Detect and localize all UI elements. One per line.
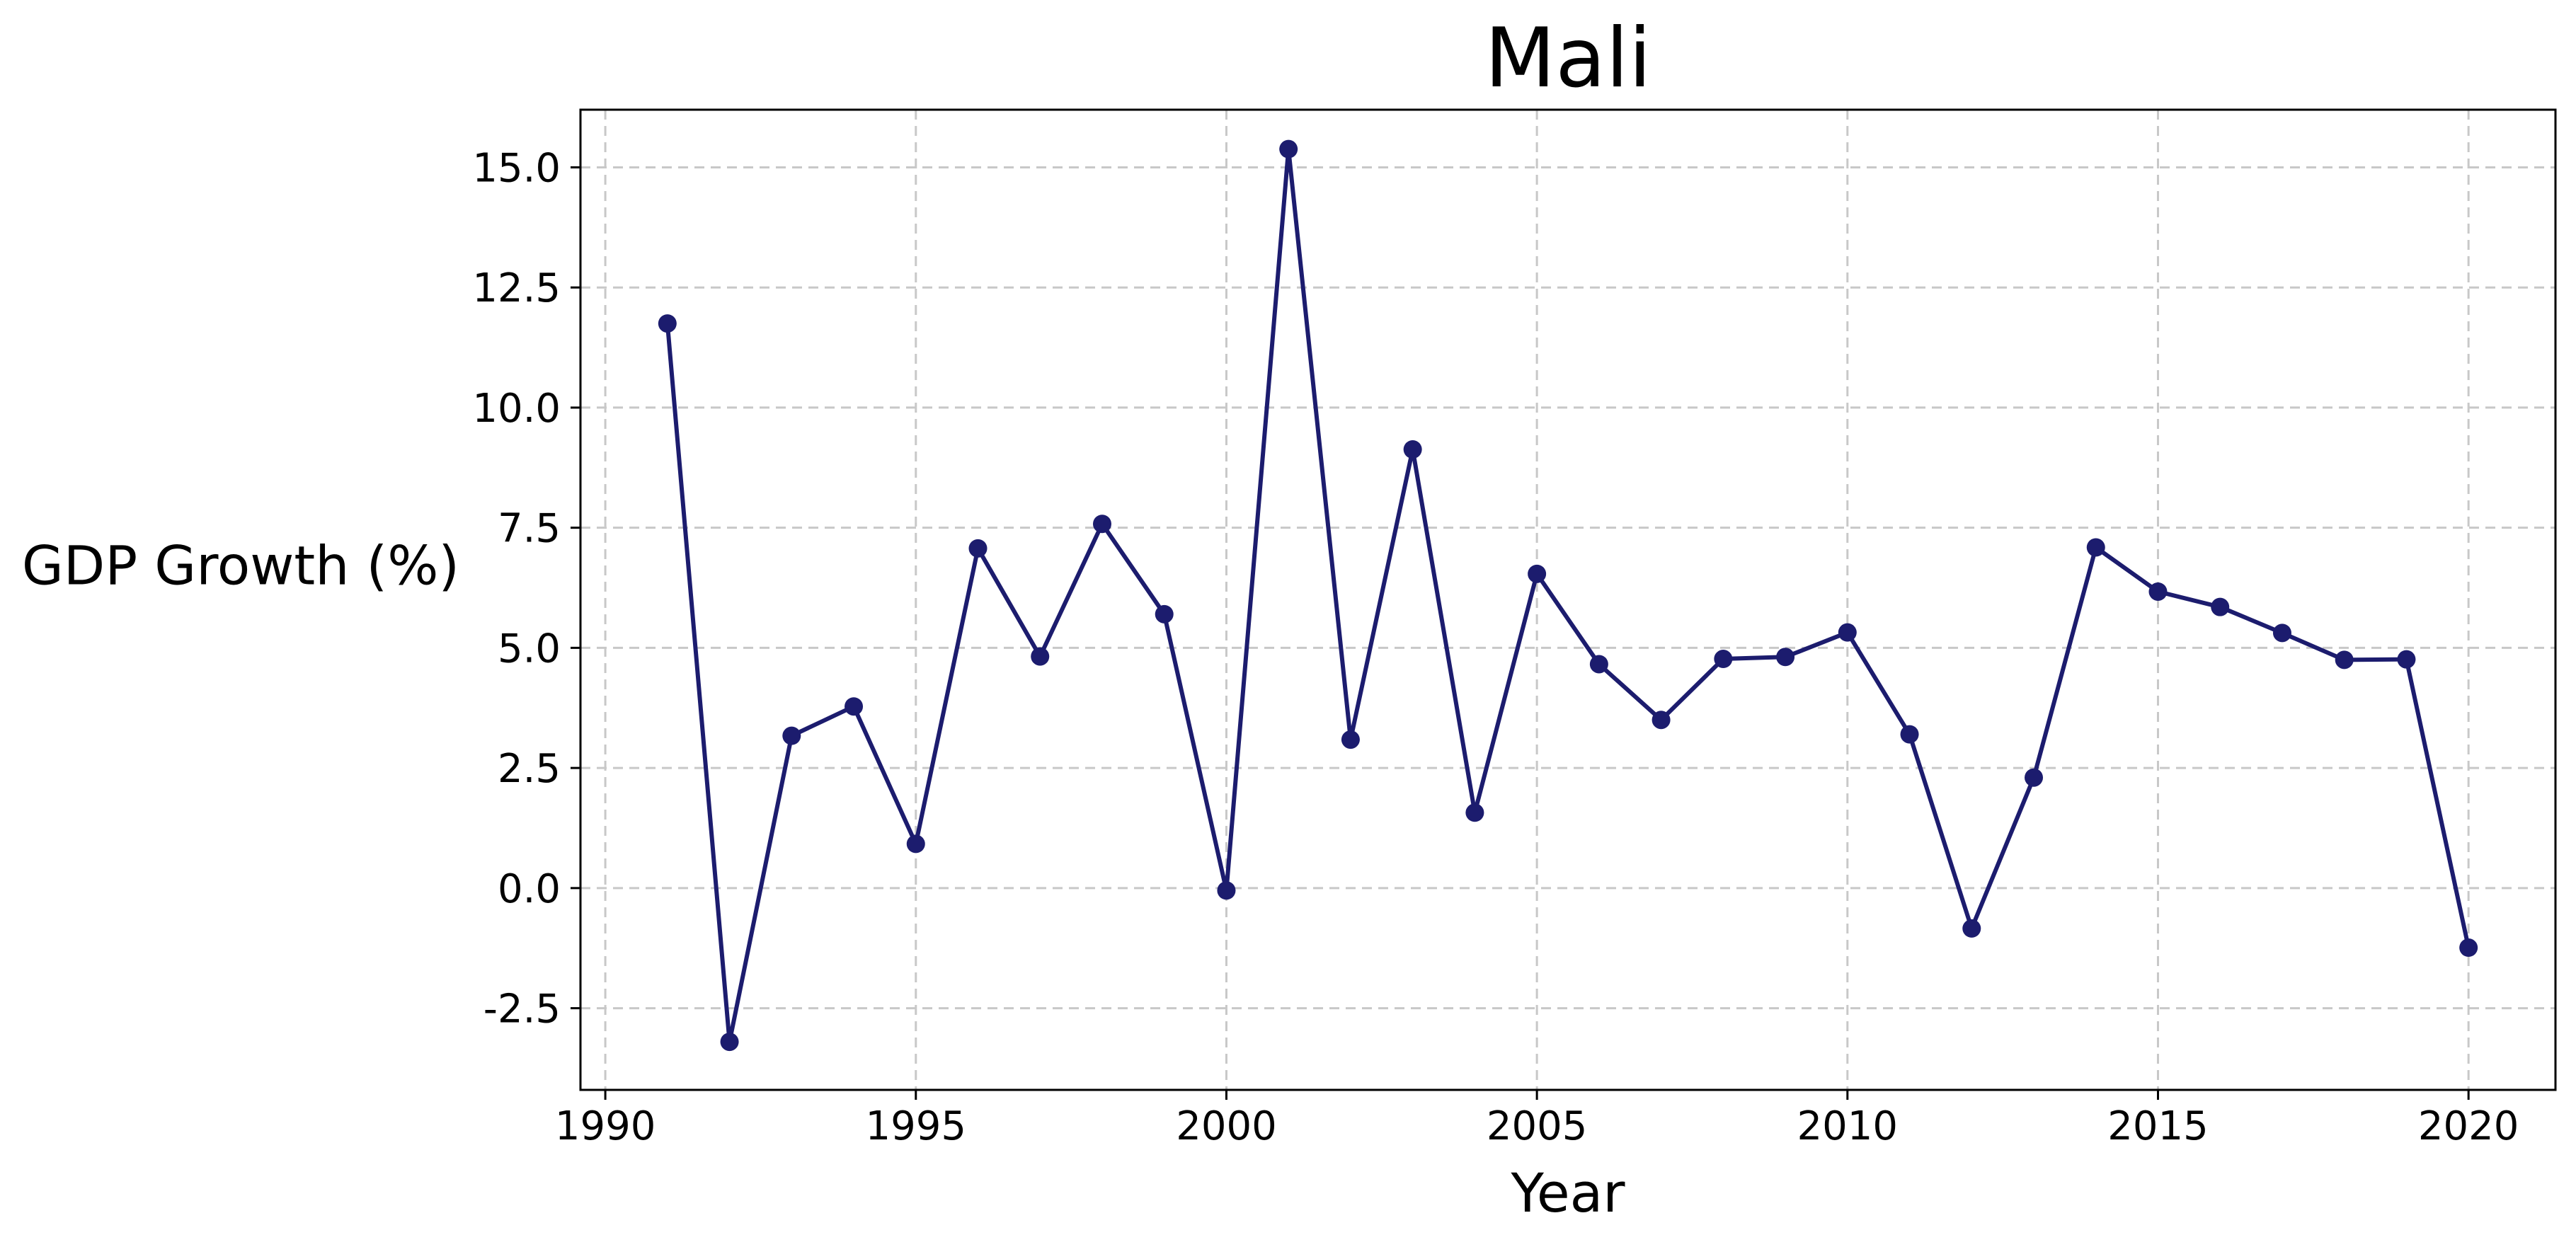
data-point xyxy=(2086,538,2105,557)
data-point xyxy=(968,539,988,558)
x-tick-label: 2000 xyxy=(1176,1103,1277,1149)
data-point xyxy=(782,726,801,745)
data-point xyxy=(1217,881,1236,900)
data-point xyxy=(658,314,677,333)
x-tick-label: 1990 xyxy=(555,1103,656,1149)
x-tick-label: 1995 xyxy=(866,1103,967,1149)
data-point xyxy=(2211,597,2230,616)
data-point xyxy=(1155,604,1174,624)
y-tick-label: 15.0 xyxy=(472,145,561,191)
axis-ticks: 1990 1995 2000 2005 2010 2015 2020 -2.5 0.0 2.5 5.… xyxy=(472,145,2519,1149)
x-tick-label: 2005 xyxy=(1487,1103,1588,1149)
gdp-growth-line xyxy=(665,146,2471,1045)
y-tick-label: -2.5 xyxy=(483,987,561,1033)
data-point xyxy=(1092,515,1111,534)
data-point xyxy=(720,1033,739,1052)
data-point xyxy=(1714,650,1733,669)
data-point xyxy=(1651,711,1671,730)
x-tick-label: 2015 xyxy=(2107,1103,2209,1149)
data-point xyxy=(1528,564,1547,583)
data-point xyxy=(1589,655,1608,674)
data-point xyxy=(2397,650,2416,669)
y-tick-label: 5.0 xyxy=(498,626,561,672)
data-point xyxy=(1031,647,1050,666)
y-tick-label: 12.5 xyxy=(472,265,561,311)
data-point xyxy=(1403,439,1422,459)
data-point xyxy=(1279,139,1298,159)
data-point xyxy=(1962,919,1981,938)
data-point xyxy=(1900,725,1919,744)
y-tick-label: 2.5 xyxy=(498,746,561,792)
data-point xyxy=(1776,648,1795,667)
data-point xyxy=(1465,803,1484,822)
data-point xyxy=(2272,624,2291,643)
data-series xyxy=(658,139,2478,1052)
data-point xyxy=(2025,768,2044,787)
data-point xyxy=(1341,730,1360,749)
data-point xyxy=(2459,938,2478,958)
x-axis-label: Year xyxy=(1511,1161,1626,1224)
chart-title: Mali xyxy=(1484,11,1651,106)
data-point xyxy=(2335,650,2354,670)
y-tick-label: 7.5 xyxy=(498,506,561,552)
y-tick-label: 0.0 xyxy=(498,866,561,912)
data-point xyxy=(2148,582,2168,601)
data-point xyxy=(845,697,864,716)
x-tick-label: 2020 xyxy=(2418,1103,2519,1149)
data-point xyxy=(1838,623,1857,642)
plot-frame xyxy=(579,108,2557,1091)
y-tick-label: 10.0 xyxy=(472,386,561,432)
data-point xyxy=(906,834,925,854)
y-axis-label: GDP Growth (%) xyxy=(22,534,459,597)
x-tick-label: 2010 xyxy=(1797,1103,1899,1149)
